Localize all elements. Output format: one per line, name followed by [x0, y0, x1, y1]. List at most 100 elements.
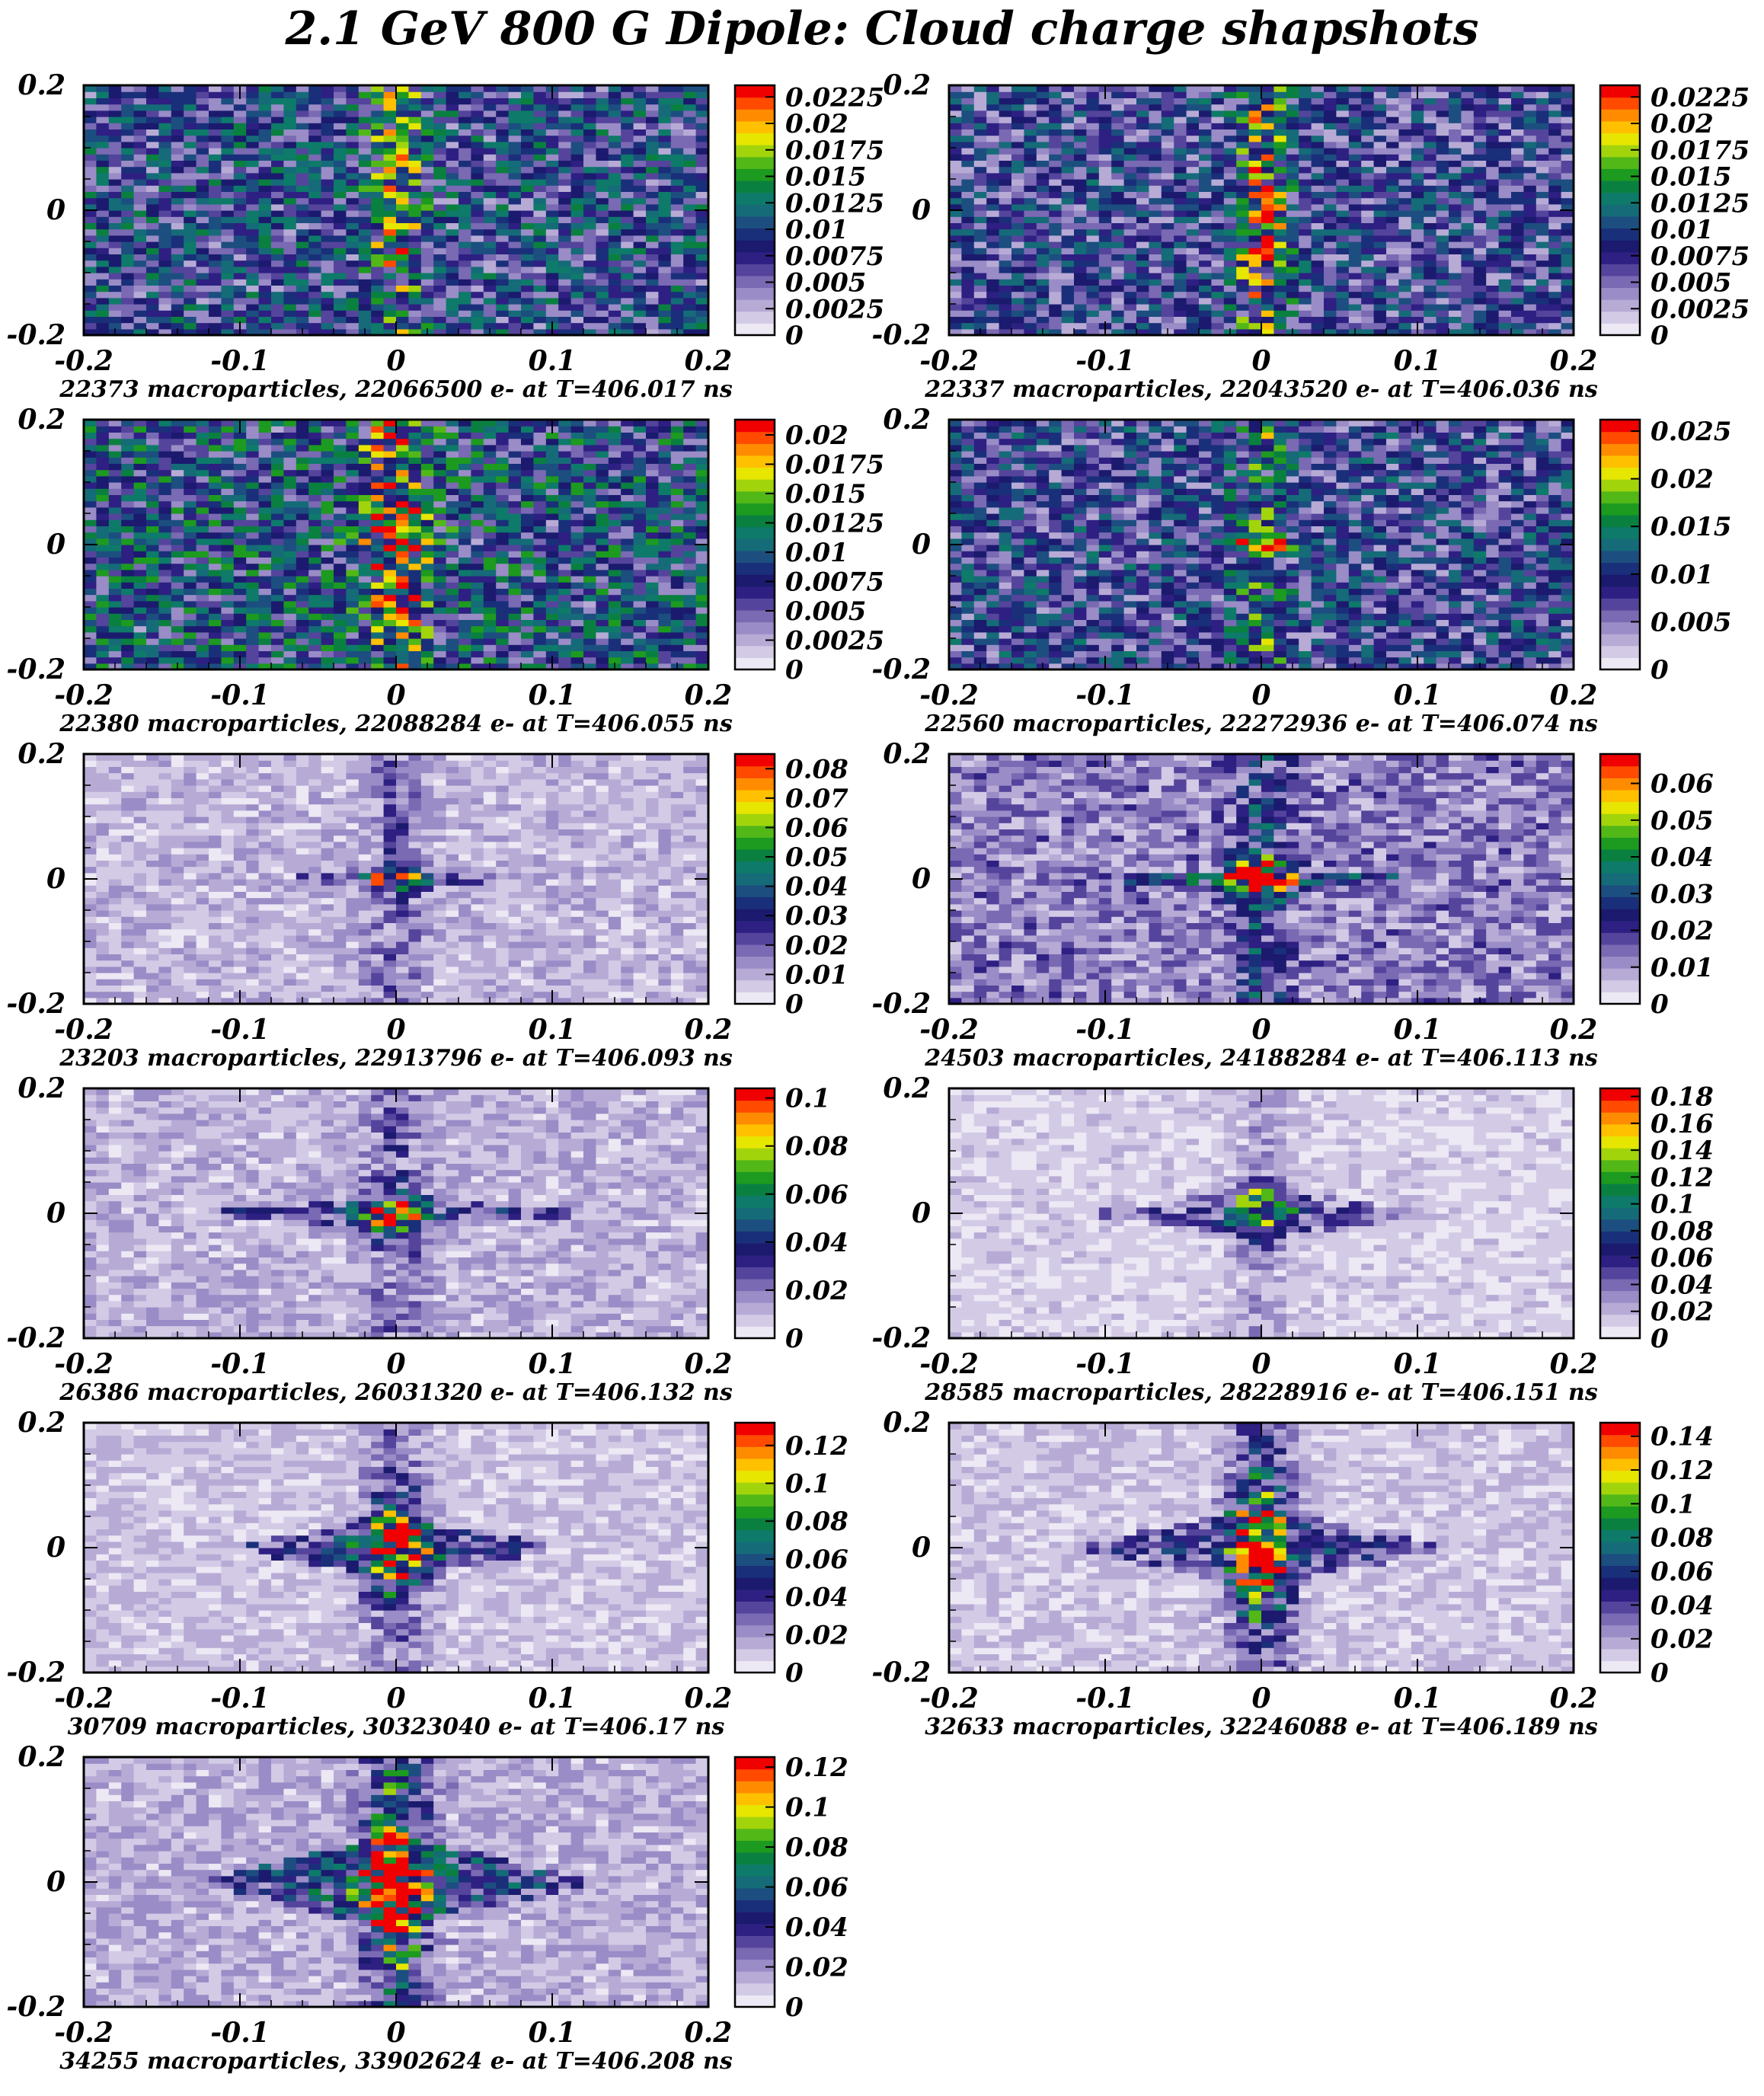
heatmap-cell [446, 172, 459, 180]
heatmap-cell [1074, 216, 1087, 223]
heatmap-cell [973, 254, 987, 261]
heatmap-cell [508, 279, 522, 286]
heatmap-cell [683, 600, 697, 608]
heatmap-cell [621, 594, 634, 602]
heatmap-cell [184, 291, 197, 299]
heatmap-cell [221, 304, 235, 311]
heatmap-cell [1086, 185, 1100, 192]
heatmap-cell [420, 607, 434, 614]
heatmap-cell [209, 135, 222, 142]
heatmap-cell [1036, 148, 1050, 155]
heatmap-cell [570, 110, 584, 117]
heatmap-cell [1223, 117, 1237, 123]
heatmap-cell [496, 285, 510, 292]
heatmap-cell [1449, 228, 1462, 236]
heatmap-cell [1461, 210, 1475, 217]
heatmap-cell [1161, 291, 1174, 299]
heatmap-cell [1361, 141, 1375, 149]
heatmap-cell [683, 650, 697, 658]
heatmap-cell [1049, 104, 1063, 111]
heatmap-cell [1361, 210, 1375, 217]
heatmap-cell [296, 279, 309, 286]
heatmap-cell [1461, 104, 1475, 111]
heatmap-cell [1086, 228, 1100, 236]
heatmap-cell [1049, 97, 1063, 105]
heatmap-cell [1473, 248, 1487, 254]
heatmap-cell [158, 117, 172, 123]
heatmap-cell [209, 285, 222, 292]
heatmap-cell [283, 129, 297, 136]
heatmap-cell [658, 117, 672, 123]
heatmap-cell [396, 235, 409, 242]
heatmap-cell [1299, 148, 1312, 155]
heatmap-cell [209, 123, 222, 129]
heatmap-cell [483, 266, 497, 273]
heatmap-cell [1324, 135, 1337, 142]
heatmap-cell [1436, 91, 1449, 98]
heatmap-cell [1424, 241, 1437, 248]
heatmap-cell [608, 210, 622, 217]
heatmap-cell [283, 172, 297, 180]
heatmap-cell [408, 279, 422, 286]
heatmap-cell [459, 588, 471, 596]
heatmap-cell [1011, 179, 1024, 186]
heatmap-cell [221, 141, 235, 149]
heatmap-cell [358, 135, 372, 142]
heatmap-cell [1523, 322, 1537, 330]
heatmap-cell [296, 185, 309, 192]
heatmap-cell [1098, 117, 1112, 123]
heatmap-cell [596, 619, 609, 627]
heatmap-cell [1536, 297, 1549, 305]
heatmap-cell [1373, 129, 1387, 136]
heatmap-cell [1161, 97, 1174, 105]
heatmap-cell [1398, 316, 1412, 324]
heatmap-cell [459, 172, 471, 180]
heatmap-cell [1386, 191, 1399, 199]
heatmap-cell [658, 328, 672, 336]
heatmap-cell [108, 254, 122, 261]
heatmap-cell [646, 663, 659, 670]
heatmap-cell [999, 297, 1012, 305]
heatmap-cell [1398, 141, 1412, 149]
heatmap-cell [521, 191, 534, 199]
heatmap-cell [1449, 160, 1462, 168]
heatmap-cell [1348, 91, 1362, 98]
heatmap-cell [973, 129, 987, 136]
heatmap-cell [961, 110, 975, 117]
heatmap-cell [184, 191, 197, 199]
heatmap-cell [1461, 285, 1475, 292]
heatmap-cell [420, 285, 434, 292]
heatmap-cell [396, 619, 409, 627]
heatmap-cell [108, 117, 122, 123]
heatmap-cell [233, 235, 247, 242]
heatmap-cell [1074, 304, 1087, 311]
heatmap-cell [1324, 310, 1337, 317]
heatmap-cell [1111, 179, 1125, 186]
heatmap-cell [1049, 117, 1063, 123]
heatmap-cell [346, 216, 360, 223]
heatmap-cell [1561, 210, 1574, 217]
heatmap-cell [1049, 235, 1063, 242]
heatmap-cell [420, 123, 434, 129]
heatmap-cell [1248, 191, 1262, 199]
heatmap-cell [521, 328, 534, 336]
heatmap-cell [108, 248, 122, 254]
heatmap-cell [1024, 304, 1037, 311]
heatmap-cell [1311, 172, 1325, 180]
heatmap-cell [670, 222, 684, 230]
heatmap-cell [1036, 154, 1050, 161]
heatmap-cell [1424, 316, 1437, 324]
heatmap-cell [1136, 260, 1149, 267]
heatmap-cell [233, 310, 247, 317]
heatmap-cell [171, 222, 184, 230]
heatmap-cell [1049, 241, 1063, 248]
heatmap-cell [558, 260, 572, 267]
heatmap-cell [471, 123, 484, 129]
heatmap-cell [371, 222, 385, 230]
heatmap-cell [533, 104, 547, 111]
heatmap-cell [446, 607, 459, 614]
heatmap-cell [246, 104, 260, 111]
heatmap-cell [1386, 260, 1399, 267]
heatmap-cell [121, 197, 135, 205]
x-tick-label: 0.2 [1550, 345, 1598, 377]
